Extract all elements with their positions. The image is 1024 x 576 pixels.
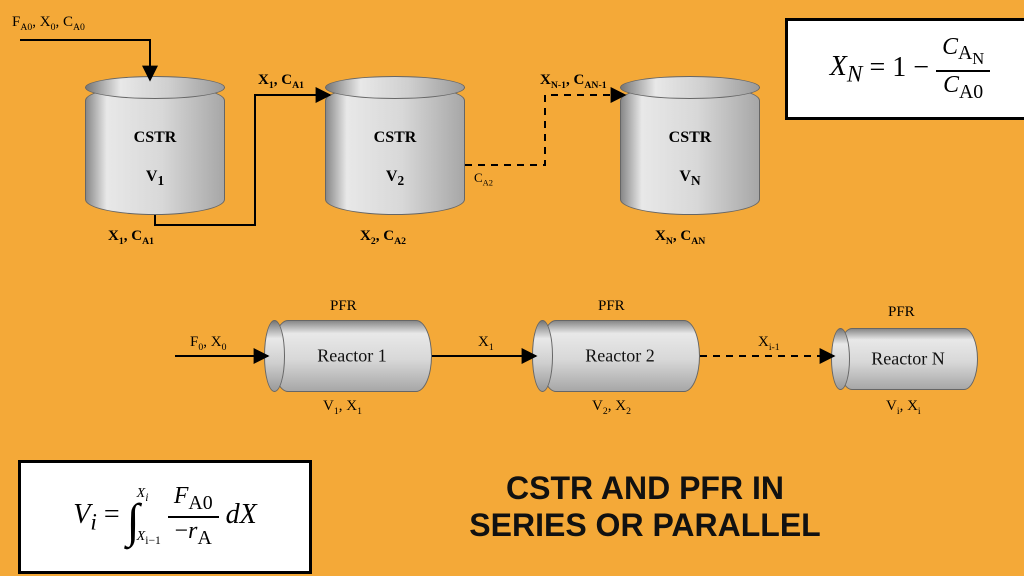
cstr2-out: X2, CA2	[360, 228, 406, 247]
pfr1-top: PFR	[330, 298, 357, 315]
pfr-s12: X1	[478, 334, 494, 353]
cstr-2-type: CSTR	[325, 129, 465, 147]
title-line2: SERIES OR PARALLEL	[469, 507, 820, 543]
cstr-n: CSTR VN	[620, 85, 760, 215]
pfrn-top: PFR	[888, 304, 915, 321]
cstr-2-vol: V2	[325, 168, 465, 189]
pfr-feed-label: F0, X0	[190, 334, 226, 353]
pfr-n-name: Reactor N	[838, 349, 978, 370]
cstr-1-vol: V1	[85, 168, 225, 189]
cstrn-out: XN, CAN	[655, 228, 705, 247]
feed-label: FA0, X0, CA0	[12, 14, 85, 33]
stream23: XN-1, CAN-1	[540, 72, 607, 91]
main-title: CSTR AND PFR IN SERIES OR PARALLEL	[405, 470, 885, 544]
cstr-2: CSTR V2	[325, 85, 465, 215]
pfr-2-name: Reactor 2	[540, 346, 700, 367]
pfr2-bot: V2, X2	[592, 398, 631, 417]
pfrn-bot: Vi, Xi	[886, 398, 921, 417]
title-line1: CSTR AND PFR IN	[506, 470, 784, 506]
eq-vi: Vi = ∫XiXi−1 FA0−rA dX	[18, 460, 312, 574]
stream12: X1, CA1	[258, 72, 304, 91]
eq-xn: XN = 1 − CANCA0	[785, 18, 1024, 120]
cstr1-out: X1, CA1	[108, 228, 154, 247]
cstr-1-type: CSTR	[85, 129, 225, 147]
pfr1-bot: V1, X1	[323, 398, 362, 417]
cstr-1: CSTR V1	[85, 85, 225, 215]
pfr2-top: PFR	[598, 298, 625, 315]
cstr-n-vol: VN	[620, 168, 760, 189]
pfr-s23: Xi-1	[758, 334, 780, 353]
pfr-n: Reactor N	[838, 328, 978, 390]
cstr2-mid: CA2	[474, 170, 493, 188]
pfr-1-name: Reactor 1	[272, 346, 432, 367]
pfr-2: Reactor 2	[540, 320, 700, 392]
cstr-n-type: CSTR	[620, 129, 760, 147]
pfr-1: Reactor 1	[272, 320, 432, 392]
